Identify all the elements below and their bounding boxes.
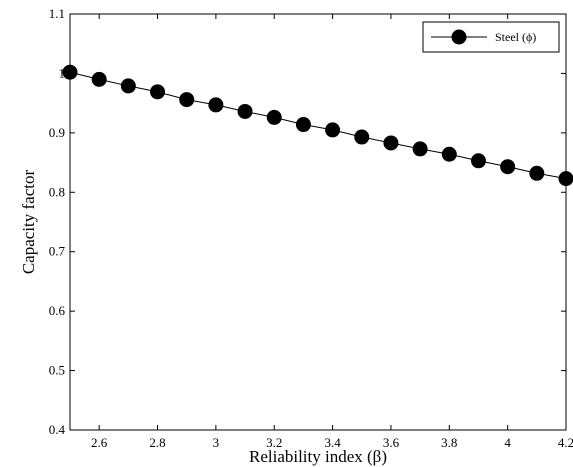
data-point bbox=[441, 146, 457, 162]
y-tick-label: 1.1 bbox=[49, 6, 65, 21]
data-point bbox=[179, 92, 195, 108]
y-tick-label: 0.4 bbox=[49, 422, 66, 437]
data-point bbox=[325, 122, 341, 138]
x-tick-label: 3 bbox=[213, 435, 220, 450]
data-point bbox=[500, 159, 516, 175]
data-point bbox=[295, 117, 311, 133]
y-tick-label: 0.9 bbox=[49, 125, 65, 140]
y-axis-title: Capacity factor bbox=[19, 170, 38, 275]
legend-marker-sample bbox=[451, 29, 467, 45]
data-point bbox=[529, 165, 545, 181]
series-group bbox=[62, 64, 573, 187]
data-point bbox=[266, 109, 282, 125]
data-point bbox=[470, 153, 486, 169]
x-tick-label: 3.6 bbox=[383, 435, 400, 450]
x-tick-label: 4 bbox=[504, 435, 511, 450]
x-tick-label: 3.8 bbox=[441, 435, 457, 450]
y-tick-label: 0.8 bbox=[49, 184, 65, 199]
plot-area bbox=[70, 14, 566, 430]
data-point bbox=[354, 129, 370, 145]
legend-label: Steel (ϕ) bbox=[495, 30, 536, 44]
data-point bbox=[150, 84, 166, 100]
y-tick-label: 1 bbox=[59, 65, 66, 80]
data-point bbox=[120, 78, 136, 94]
y-tick-label: 0.6 bbox=[49, 303, 66, 318]
data-point bbox=[237, 103, 253, 119]
x-tick-label: 2.6 bbox=[91, 435, 108, 450]
y-tick-label: 0.5 bbox=[49, 363, 65, 378]
x-tick-label: 2.8 bbox=[149, 435, 165, 450]
data-point bbox=[208, 97, 224, 113]
legend: Steel (ϕ) bbox=[422, 21, 560, 53]
data-point bbox=[412, 141, 428, 157]
ticks-group: 2.6 2.8 3 3.2 3.4 3.6 3.8 4 4.2 0.4 0.5 0.6 0.7 0.8 0.… bbox=[49, 6, 573, 450]
x-tick-label: 4.2 bbox=[558, 435, 573, 450]
data-point bbox=[91, 71, 107, 87]
x-tick-label: 3.2 bbox=[266, 435, 282, 450]
plot-frame bbox=[69, 13, 567, 431]
x-axis-title: Reliability index (β) bbox=[249, 447, 387, 466]
x-tick-label: 3.4 bbox=[324, 435, 341, 450]
y-tick-label: 0.7 bbox=[49, 244, 66, 259]
data-point bbox=[383, 135, 399, 151]
